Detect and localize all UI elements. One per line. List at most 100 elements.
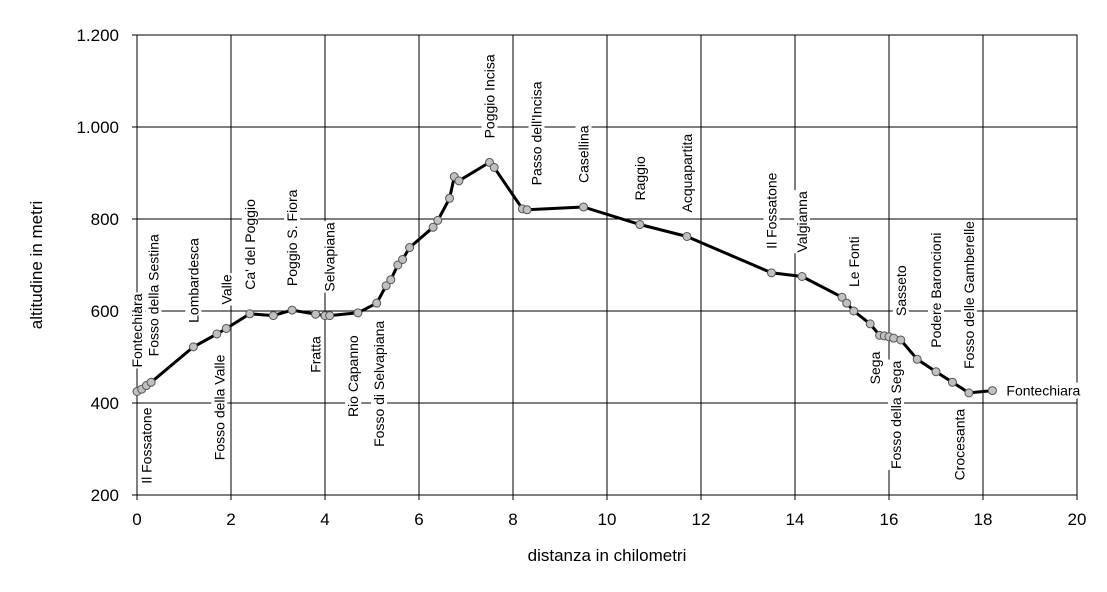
place-label-bg: [575, 124, 592, 185]
place-label-text: Acquapartita: [679, 134, 695, 213]
elevation-point: [837, 292, 847, 302]
place-label-bg: [241, 197, 258, 291]
x-tick-label: 6: [414, 510, 423, 529]
place-label-bg: [763, 171, 780, 250]
elevation-point: [842, 298, 852, 308]
elevation-point: [489, 162, 499, 172]
place-label-text: Sega: [867, 351, 883, 384]
place-label: Sega: [866, 350, 883, 386]
place-label: Selvapiana: [321, 221, 338, 293]
place-label-text: Crocesanta: [952, 409, 968, 481]
place-label-bg: [345, 334, 362, 419]
y-tick-label: 600: [91, 302, 119, 321]
x-tick-label: 2: [226, 510, 235, 529]
place-label-text: Fosso della Sega: [888, 361, 904, 469]
place-label-bg: [211, 353, 228, 462]
place-label: Rio Capanno: [345, 334, 362, 419]
place-label: Crocesanta: [951, 407, 968, 482]
y-tick-label: 800: [91, 210, 119, 229]
elevation-point: [372, 298, 382, 308]
elevation-point: [931, 367, 941, 377]
place-label-text: Fosso di Selvapiana: [371, 321, 387, 447]
elevation-point: [398, 254, 408, 264]
place-label: Sasseto: [892, 264, 909, 317]
elevation-point: [287, 305, 297, 315]
place-label-bg: [218, 273, 235, 306]
elevation-point: [865, 319, 875, 329]
place-label: Passo dell'Incisa: [528, 80, 545, 187]
elevation-point: [987, 386, 997, 396]
place-label-text: Raggio: [632, 156, 648, 201]
elevation-point: [797, 272, 807, 281]
place-label-text: Valgianna: [794, 191, 810, 252]
place-label-bg: [307, 335, 324, 374]
x-tick-label: 0: [132, 510, 141, 529]
elevation-point: [325, 311, 335, 321]
place-label-bg: [960, 219, 977, 370]
x-axis-ticks: 0 2 4 6 8 10 12 14 16 18 20: [132, 495, 1086, 529]
place-label-bg: [185, 236, 202, 324]
place-label-text: Podere Baroncioni: [928, 233, 944, 348]
x-tick-label: 12: [692, 510, 711, 529]
place-label-text: Fontechiara: [1006, 383, 1080, 399]
place-label-text: Poggio Incisa: [482, 54, 498, 138]
place-label-text: Fosso delle Gamberelle: [961, 221, 977, 369]
elevation-point: [579, 202, 588, 212]
place-label: Fratta: [307, 335, 324, 374]
elevation-point: [912, 354, 922, 364]
x-tick-label: 4: [320, 510, 329, 529]
place-label-bg: [145, 232, 162, 358]
elevation-point: [188, 342, 198, 352]
elevation-point: [221, 323, 231, 333]
place-label-bg: [138, 406, 155, 485]
elevation-point: [428, 222, 438, 232]
place-label: Fontechiara: [129, 292, 145, 369]
place-label: Fosso della Valle: [211, 353, 228, 462]
y-tick-label: 400: [91, 394, 119, 413]
elevation-point: [767, 268, 776, 278]
place-label-text: Fontechiara: [129, 293, 145, 367]
x-tick-label: 14: [786, 510, 805, 529]
place-label-bg: [528, 80, 545, 187]
place-label-text: Passo dell'Incisa: [529, 81, 545, 185]
elevation-point: [381, 281, 391, 291]
place-label: Podere Baroncioni: [928, 231, 944, 349]
elevation-point: [682, 231, 692, 241]
place-label-text: Fratta: [308, 336, 324, 373]
elevation-points: [132, 157, 997, 398]
y-tick-label: 1.200: [76, 26, 119, 45]
elevation-point: [445, 193, 455, 203]
place-label-bg: [794, 190, 811, 254]
place-label-bg: [678, 132, 695, 214]
elevation-point: [964, 388, 974, 398]
place-label-text: Casellina: [576, 125, 592, 183]
x-tick-label: 20: [1068, 510, 1087, 529]
elevation-point: [896, 335, 906, 345]
place-label-bg: [631, 154, 648, 202]
place-label: Fontechiara: [1005, 382, 1082, 399]
elevation-point: [635, 220, 645, 230]
place-label: Valle: [218, 273, 235, 306]
elevation-point: [353, 308, 363, 318]
elevation-point: [245, 309, 255, 319]
place-label-text: Valle: [218, 274, 234, 304]
place-label: Lombardesca: [185, 236, 202, 324]
place-label-text: Il Fossatone: [138, 407, 154, 483]
elevation-point: [212, 329, 222, 339]
elevation-point: [268, 311, 278, 321]
y-tick-label: 1.000: [76, 118, 119, 137]
place-label: Fosso della Sega: [888, 359, 905, 470]
y-axis-label: altitudine in metri: [27, 201, 46, 330]
place-label-bg: [951, 407, 968, 482]
place-label: Casellina: [575, 124, 592, 185]
elevation-point: [386, 275, 396, 285]
elevation-point: [311, 309, 321, 319]
place-label-bg: [481, 53, 498, 140]
place-label-text: Lombardesca: [185, 238, 201, 323]
place-label-text: Fosso della Valle: [211, 354, 227, 460]
x-tick-label: 10: [598, 510, 617, 529]
place-label-bg: [845, 235, 862, 288]
place-label-bg: [371, 319, 388, 448]
place-label-bg: [892, 264, 909, 317]
